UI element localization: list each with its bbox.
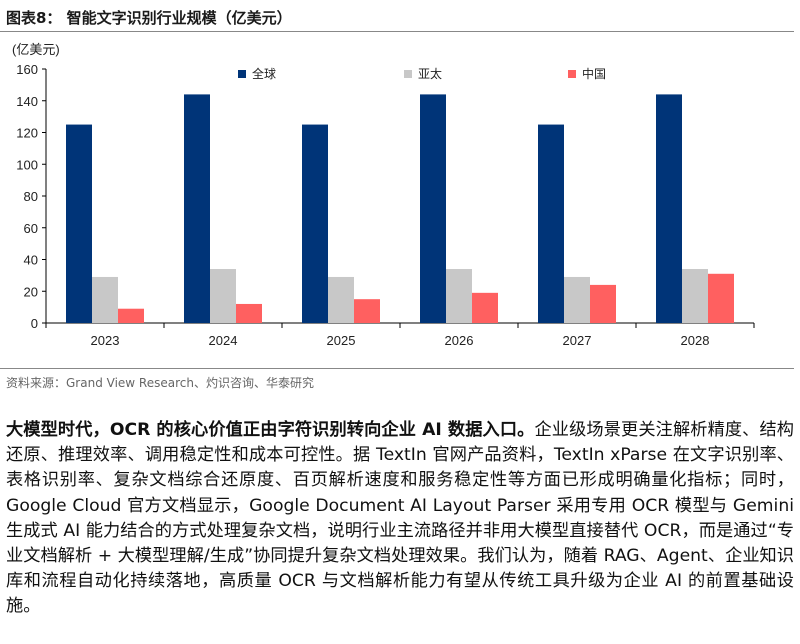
y-tick-label: 20 — [24, 284, 38, 299]
bar-chart: (亿美元) 0 20 40 60 80 100 120 140 160 2023 2024 2025 20… — [12, 42, 755, 348]
y-tick-label: 60 — [24, 221, 38, 236]
y-tick-label: 80 — [24, 189, 38, 204]
bar-apac — [682, 269, 708, 323]
legend-swatch — [404, 70, 412, 78]
bar-global — [302, 124, 328, 323]
x-tick-label: 2026 — [445, 333, 474, 348]
x-tick-label: 2028 — [681, 333, 710, 348]
bar-global — [184, 94, 210, 324]
bar-global — [538, 124, 564, 323]
bar-china — [472, 292, 498, 323]
y-tick-label: 0 — [31, 316, 38, 331]
bar-global — [656, 94, 682, 324]
bar-china — [590, 284, 616, 323]
bar-china — [708, 273, 734, 323]
bar-china — [354, 299, 380, 323]
figure-header: 图表8： 智能文字识别行业规模（亿美元） — [6, 2, 794, 30]
figure-title: 图表8： 智能文字识别行业规模（亿美元） — [6, 9, 292, 27]
legend-swatch — [568, 70, 576, 78]
x-tick-label: 2024 — [209, 333, 238, 348]
title-divider — [0, 31, 794, 32]
body-sentence: 企业级场景更关注解析精度、结构还原、推理效率、调用稳定性和成本可控性。据 Tex… — [6, 420, 794, 617]
bar-apac — [92, 276, 118, 323]
legend-label: 全球 — [252, 66, 276, 81]
x-tick-label: 2023 — [91, 333, 120, 348]
y-tick-label: 100 — [16, 157, 38, 172]
bar-global — [66, 124, 92, 323]
source-note: 资料来源：Grand View Research、灼识咨询、华泰研究 — [6, 376, 314, 390]
bar-apac — [564, 276, 590, 323]
chart-container: (亿美元) 0 20 40 60 80 100 120 140 160 2023 2024 2025 20… — [0, 34, 800, 362]
y-tick-label: 160 — [16, 62, 38, 77]
y-tick-label: 140 — [16, 94, 38, 109]
y-tick-label: 40 — [24, 253, 38, 268]
bar-apac — [210, 269, 236, 323]
x-tick-label: 2025 — [327, 333, 356, 348]
y-tick-label: 120 — [16, 126, 38, 141]
bar-china — [118, 308, 144, 323]
bar-apac — [446, 269, 472, 323]
bar-apac — [328, 276, 354, 323]
bar-global — [420, 94, 446, 324]
legend-label: 中国 — [582, 66, 606, 81]
lead-sentence: 大模型时代，OCR 的核心价值正由字符识别转向企业 AI 数据入口。 — [6, 420, 535, 440]
y-unit-label: (亿美元) — [12, 42, 60, 57]
bar-china — [236, 303, 262, 323]
x-tick-label: 2027 — [563, 333, 592, 348]
legend-label: 亚太 — [418, 66, 442, 81]
legend-swatch — [238, 70, 246, 78]
body-paragraph: 大模型时代，OCR 的核心价值正由字符识别转向企业 AI 数据入口。企业级场景更… — [6, 418, 794, 620]
source-divider — [0, 368, 794, 369]
